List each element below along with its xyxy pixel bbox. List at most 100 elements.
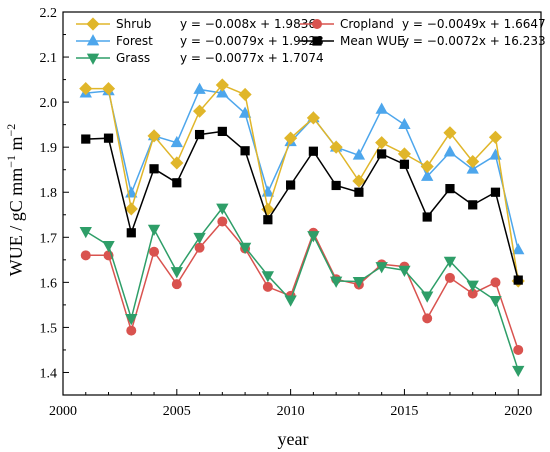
- data-point-shrub: [397, 147, 411, 161]
- data-point-shrub: [466, 155, 480, 169]
- data-point-forest: [398, 117, 411, 130]
- data-point-mean-wue: [263, 215, 273, 225]
- y-axis: 1.4 1.5 1.6 1.7 1.8 1.9 2.0 2.1 2.2: [40, 6, 69, 381]
- data-point-shrub: [124, 202, 138, 216]
- legend-label-grass: Grass: [116, 51, 150, 65]
- y-tick-label: 1.4: [40, 366, 58, 381]
- data-point-cropland: [217, 216, 228, 227]
- data-point-shrub: [375, 136, 389, 150]
- data-point-mean-wue: [172, 178, 182, 188]
- data-point-mean-wue: [399, 159, 410, 169]
- data-point-shrub: [215, 78, 229, 92]
- plot-frame: [62, 11, 542, 396]
- data-point-mean-wue: [468, 200, 478, 210]
- data-point-mean-wue: [490, 187, 501, 197]
- data-point-grass: [170, 267, 183, 279]
- data-point-grass: [443, 256, 457, 269]
- series-line-shrub: [85, 84, 519, 282]
- y-tick-label: 1.6: [40, 276, 58, 291]
- x-tick-label: 2005: [163, 404, 191, 419]
- y-title-main: WUE / gC mm: [6, 168, 26, 277]
- y-tick-label: 1.5: [40, 321, 58, 336]
- data-point-grass: [216, 203, 229, 215]
- series-layer: [79, 78, 525, 378]
- legend-marker-grass: [86, 53, 100, 65]
- legend-marker-mean-wue: [312, 36, 322, 46]
- data-point-cropland: [490, 277, 501, 288]
- series-shrub: [79, 78, 525, 288]
- data-point-grass: [375, 262, 388, 274]
- series-mean-wue: [81, 126, 523, 285]
- data-point-grass: [79, 227, 92, 239]
- data-point-shrub: [352, 174, 366, 188]
- series-line-cropland: [85, 220, 519, 351]
- data-point-cropland: [194, 242, 205, 253]
- data-point-forest: [375, 102, 388, 114]
- data-point-grass: [125, 313, 138, 326]
- legend-equation-mean-wue: y = −0.0072x + 16.233: [402, 34, 546, 48]
- legend-marker-forest: [86, 34, 100, 46]
- y-tick-label: 2.0: [40, 96, 58, 111]
- legend-equation-shrub: y = −0.008x + 1.9836: [180, 17, 316, 31]
- data-point-mean-wue: [331, 180, 341, 191]
- y-tick-label: 2.1: [40, 51, 58, 66]
- data-point-cropland: [444, 272, 455, 283]
- data-point-cropland: [513, 344, 524, 355]
- data-point-grass: [102, 241, 115, 253]
- data-point-mean-wue: [513, 275, 523, 285]
- data-point-mean-wue: [126, 228, 136, 238]
- data-point-shrub: [79, 82, 93, 96]
- legend-marker-cropland: [311, 18, 322, 29]
- y-tick-label: 1.8: [40, 186, 58, 201]
- legend-label-forest: Forest: [116, 34, 153, 48]
- data-point-shrub: [147, 129, 161, 143]
- legend: Shrub y = −0.008x + 1.9836 Cropland y = −0.…: [76, 17, 546, 65]
- data-point-mean-wue: [217, 126, 227, 137]
- series-cropland: [80, 216, 524, 355]
- data-point-cropland: [149, 246, 160, 257]
- data-point-grass: [352, 277, 366, 289]
- data-point-mean-wue: [81, 134, 91, 144]
- data-point-shrub: [193, 104, 207, 118]
- plot-border: [62, 11, 542, 396]
- data-point-grass: [284, 295, 297, 307]
- data-point-cropland: [171, 279, 182, 290]
- y-title-unit: m: [6, 136, 26, 155]
- legend-label-cropland: Cropland: [340, 17, 394, 31]
- data-point-cropland: [126, 325, 137, 336]
- data-point-grass: [398, 265, 411, 278]
- data-point-shrub: [306, 111, 320, 125]
- data-point-shrub: [238, 87, 252, 102]
- data-point-mean-wue: [308, 146, 318, 156]
- data-point-shrub: [101, 82, 116, 96]
- y-title-sup2: −2: [4, 124, 18, 137]
- data-point-shrub: [420, 159, 434, 174]
- x-tick-label: 2000: [49, 404, 77, 419]
- y-title-sup1: −1: [4, 155, 18, 168]
- data-point-grass: [193, 232, 206, 245]
- x-tick-label: 2010: [277, 404, 305, 419]
- x-tick-label: 2015: [390, 404, 418, 419]
- data-point-forest: [170, 135, 183, 148]
- data-point-shrub: [443, 126, 457, 140]
- y-tick-label: 1.9: [40, 141, 58, 156]
- data-point-grass: [261, 271, 275, 283]
- series-grass: [79, 203, 525, 378]
- data-point-shrub: [488, 130, 503, 144]
- legend-label-mean-wue: Mean WUE: [340, 34, 405, 48]
- data-point-grass: [147, 224, 161, 237]
- legend-marker-shrub: [86, 17, 100, 31]
- data-point-cropland: [262, 281, 273, 292]
- legend-equation-grass: y = −0.0077x + 1.7074: [180, 51, 324, 65]
- data-point-grass: [329, 276, 343, 288]
- data-point-shrub: [284, 131, 298, 145]
- data-point-forest: [352, 148, 366, 160]
- x-axis: 2000 2005 2010 2015 2020: [49, 389, 542, 419]
- data-point-mean-wue: [103, 133, 114, 143]
- data-point-shrub: [329, 140, 343, 154]
- legend-item-forest: Forest y = −0.0079x + 1.9928: [76, 34, 324, 48]
- data-point-forest: [466, 162, 479, 174]
- data-point-mean-wue: [377, 149, 387, 159]
- data-point-grass: [466, 280, 479, 292]
